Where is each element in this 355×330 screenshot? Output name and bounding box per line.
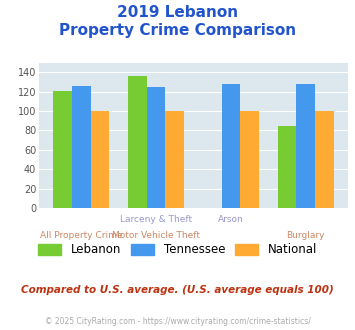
Bar — [296, 84, 315, 208]
Bar — [315, 111, 334, 208]
Bar — [240, 111, 259, 208]
Text: Burglary: Burglary — [286, 231, 325, 240]
Text: Property Crime Comparison: Property Crime Comparison — [59, 23, 296, 38]
Bar — [278, 126, 296, 208]
Text: © 2025 CityRating.com - https://www.cityrating.com/crime-statistics/: © 2025 CityRating.com - https://www.city… — [45, 317, 310, 326]
Bar — [147, 87, 165, 208]
Bar — [91, 111, 109, 208]
Text: Larceny & Theft: Larceny & Theft — [120, 214, 192, 223]
Text: 2019 Lebanon: 2019 Lebanon — [117, 5, 238, 20]
Legend: Lebanon, Tennessee, National: Lebanon, Tennessee, National — [33, 239, 322, 261]
Bar — [72, 86, 91, 208]
Bar — [165, 111, 184, 208]
Text: Compared to U.S. average. (U.S. average equals 100): Compared to U.S. average. (U.S. average … — [21, 285, 334, 295]
Text: Motor Vehicle Theft: Motor Vehicle Theft — [112, 231, 200, 240]
Text: All Property Crime: All Property Crime — [40, 231, 122, 240]
Bar — [222, 84, 240, 208]
Text: Arson: Arson — [218, 214, 244, 223]
Bar — [128, 76, 147, 208]
Bar — [53, 91, 72, 208]
